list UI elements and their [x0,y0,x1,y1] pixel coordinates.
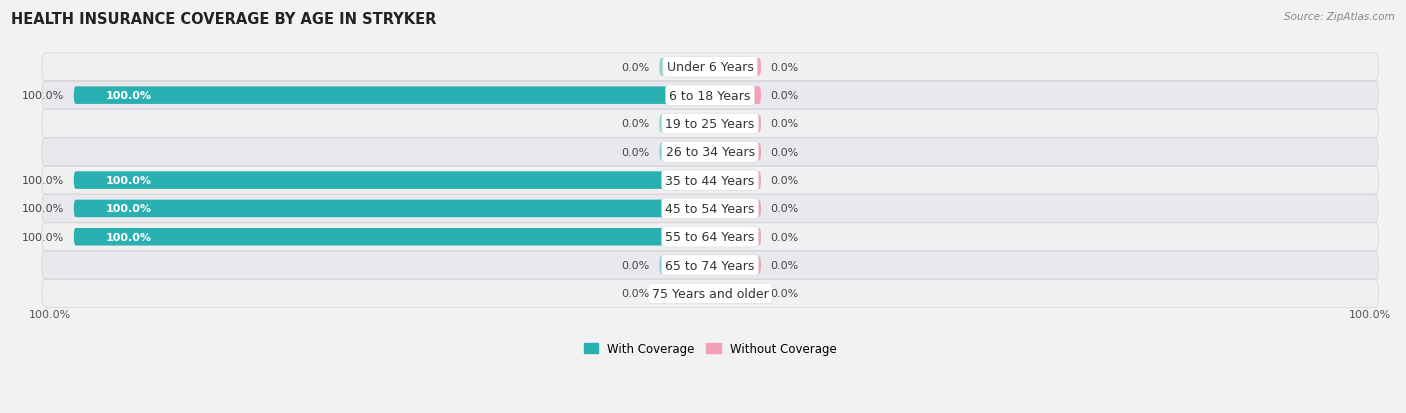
Text: 65 to 74 Years: 65 to 74 Years [665,259,755,272]
FancyBboxPatch shape [710,59,761,76]
Text: 0.0%: 0.0% [621,147,650,157]
FancyBboxPatch shape [710,285,761,302]
Text: 75 Years and older: 75 Years and older [652,287,769,300]
FancyBboxPatch shape [659,59,710,76]
FancyBboxPatch shape [659,256,710,274]
Text: 0.0%: 0.0% [770,289,799,299]
FancyBboxPatch shape [73,200,710,218]
FancyBboxPatch shape [710,115,761,133]
Text: 0.0%: 0.0% [770,147,799,157]
Text: Under 6 Years: Under 6 Years [666,61,754,74]
Legend: With Coverage, Without Coverage: With Coverage, Without Coverage [579,337,841,360]
Text: 100.0%: 100.0% [22,176,65,186]
Text: 26 to 34 Years: 26 to 34 Years [665,146,755,159]
Text: 6 to 18 Years: 6 to 18 Years [669,90,751,102]
Text: 19 to 25 Years: 19 to 25 Years [665,118,755,131]
Text: 0.0%: 0.0% [770,204,799,214]
Text: 100.0%: 100.0% [1348,309,1391,319]
FancyBboxPatch shape [710,256,761,274]
FancyBboxPatch shape [42,195,1378,223]
FancyBboxPatch shape [73,172,710,190]
Text: 0.0%: 0.0% [770,232,799,242]
Text: 0.0%: 0.0% [770,63,799,73]
Text: 0.0%: 0.0% [770,176,799,186]
Text: 100.0%: 100.0% [22,91,65,101]
Text: 100.0%: 100.0% [30,309,72,319]
Text: 100.0%: 100.0% [105,91,152,101]
FancyBboxPatch shape [659,115,710,133]
Text: 100.0%: 100.0% [105,204,152,214]
Text: 0.0%: 0.0% [770,91,799,101]
Text: 55 to 64 Years: 55 to 64 Years [665,231,755,244]
Text: 0.0%: 0.0% [621,63,650,73]
Text: 0.0%: 0.0% [621,261,650,271]
FancyBboxPatch shape [42,252,1378,279]
Text: 100.0%: 100.0% [22,232,65,242]
FancyBboxPatch shape [42,110,1378,138]
FancyBboxPatch shape [42,167,1378,195]
Text: 0.0%: 0.0% [621,119,650,129]
FancyBboxPatch shape [42,82,1378,110]
Text: 100.0%: 100.0% [105,232,152,242]
Text: 100.0%: 100.0% [105,176,152,186]
Text: 0.0%: 0.0% [770,119,799,129]
Text: HEALTH INSURANCE COVERAGE BY AGE IN STRYKER: HEALTH INSURANCE COVERAGE BY AGE IN STRY… [11,12,437,27]
FancyBboxPatch shape [710,172,761,190]
FancyBboxPatch shape [710,144,761,161]
Text: 0.0%: 0.0% [621,289,650,299]
FancyBboxPatch shape [659,285,710,302]
Text: 100.0%: 100.0% [22,204,65,214]
FancyBboxPatch shape [73,87,710,104]
FancyBboxPatch shape [659,144,710,161]
FancyBboxPatch shape [42,223,1378,251]
FancyBboxPatch shape [73,228,710,246]
Text: 35 to 44 Years: 35 to 44 Years [665,174,755,187]
FancyBboxPatch shape [710,200,761,218]
FancyBboxPatch shape [42,139,1378,166]
Text: Source: ZipAtlas.com: Source: ZipAtlas.com [1284,12,1395,22]
Text: 0.0%: 0.0% [770,261,799,271]
Text: 45 to 54 Years: 45 to 54 Years [665,202,755,216]
FancyBboxPatch shape [42,54,1378,81]
FancyBboxPatch shape [710,87,761,104]
FancyBboxPatch shape [42,280,1378,308]
FancyBboxPatch shape [710,228,761,246]
